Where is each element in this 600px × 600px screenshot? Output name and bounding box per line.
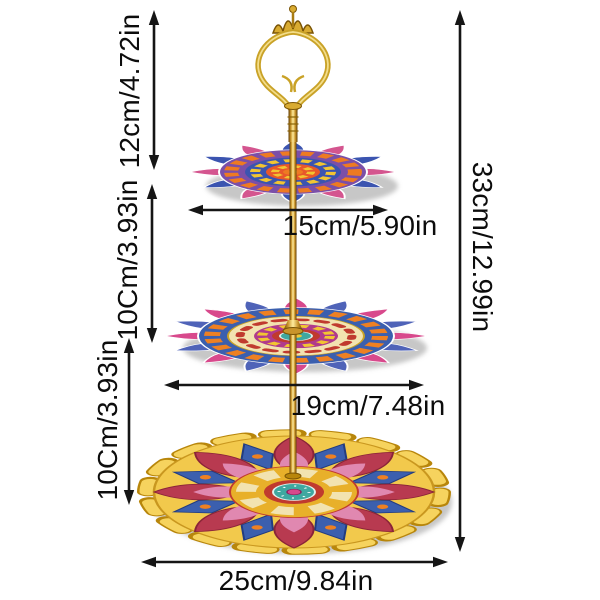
- dim-arrow-total-height: [454, 10, 466, 552]
- dim-label-tier-middle-height: 10Cm/3.93in: [112, 179, 143, 341]
- dim-label-total-height: 33cm/12.99in: [467, 161, 498, 333]
- dim-label-tier-top-height: 12cm/4.72in: [114, 13, 145, 169]
- dim-arrow-tier-middle-height: [146, 184, 158, 343]
- dim-label-middle-plate-diameter: 19cm/7.48in: [290, 390, 446, 421]
- bottom-plate: [137, 429, 451, 555]
- dim-arrow-bottom-plate-diameter: [141, 556, 448, 568]
- center-pole: [282, 140, 304, 480]
- dim-label-bottom-plate-diameter: 25cm/9.84in: [218, 565, 374, 596]
- dim-arrow-tier-bottom-height: [123, 338, 135, 505]
- dim-label-top-plate-diameter: 15cm/5.90in: [282, 210, 438, 241]
- dim-arrow-middle-plate-diameter: [164, 379, 424, 391]
- dim-arrow-top-plate-diameter: [188, 204, 388, 216]
- dimension-arrows: [123, 10, 466, 568]
- stand-handle: [255, 5, 331, 142]
- dim-label-tier-bottom-height: 10Cm/3.93in: [92, 339, 123, 501]
- dim-arrow-tier-top-height: [148, 10, 160, 170]
